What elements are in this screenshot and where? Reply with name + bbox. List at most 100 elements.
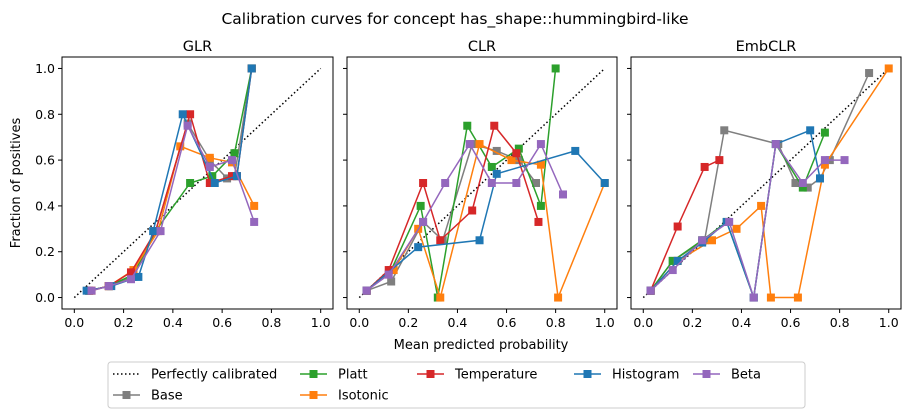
series-histogram bbox=[362, 146, 609, 295]
x-tick-label: 0.6 bbox=[212, 315, 232, 330]
marker-base bbox=[387, 277, 396, 286]
marker-beta bbox=[820, 156, 829, 165]
x-tick-label: 0.8 bbox=[261, 315, 281, 330]
marker-histogram bbox=[600, 179, 609, 187]
marker-temperature bbox=[419, 179, 428, 187]
marker-histogram bbox=[673, 256, 682, 265]
series-beta bbox=[646, 140, 849, 302]
x-tick-label: 1.0 bbox=[879, 315, 899, 330]
series-line-isotonic bbox=[91, 145, 255, 292]
series-line-histogram bbox=[366, 150, 606, 292]
series-line-platt bbox=[366, 68, 557, 298]
series-line-histogram bbox=[86, 68, 253, 292]
panels-group: 0.0 0.0 0.2 0.2 0.4 0.4 0.6 0.6 0.8 0.8 1.0 1.0 GLR 0… bbox=[35, 39, 902, 330]
marker-beta bbox=[126, 275, 135, 284]
marker-temperature bbox=[534, 217, 543, 226]
marker-beta bbox=[840, 156, 849, 165]
legend-label: Temperature bbox=[454, 368, 537, 383]
x-tick-label: 0.0 bbox=[64, 315, 84, 330]
marker-isotonic bbox=[820, 160, 829, 169]
marker-isotonic bbox=[554, 293, 563, 302]
marker-isotonic bbox=[732, 224, 741, 233]
marker-beta bbox=[698, 236, 707, 245]
marker-beta bbox=[156, 227, 165, 236]
marker-beta bbox=[205, 162, 214, 171]
legend-swatch-marker bbox=[583, 370, 592, 378]
y-tick-label: 1.0 bbox=[35, 61, 55, 76]
marker-platt bbox=[536, 201, 545, 210]
x-tick-label: 1.0 bbox=[311, 315, 331, 330]
axes-frame bbox=[346, 56, 618, 310]
x-tick-label: 0.4 bbox=[448, 315, 468, 330]
marker-base bbox=[791, 179, 800, 187]
marker-temperature bbox=[384, 266, 393, 275]
marker-isotonic bbox=[793, 293, 802, 302]
marker-beta bbox=[512, 179, 521, 187]
marker-temperature bbox=[490, 121, 499, 130]
panel-title: CLR bbox=[468, 39, 496, 55]
series-platt bbox=[362, 64, 560, 302]
y-axis-label: Fraction of positives bbox=[9, 118, 24, 249]
marker-histogram bbox=[247, 64, 256, 73]
x-tick-label: 0.6 bbox=[781, 315, 801, 330]
marker-temperature bbox=[186, 110, 195, 119]
marker-platt bbox=[230, 149, 239, 158]
marker-beta bbox=[798, 179, 807, 187]
marker-beta bbox=[227, 156, 236, 165]
series-isotonic bbox=[87, 142, 259, 295]
legend-item-temperature: Temperature bbox=[417, 368, 537, 383]
marker-beta bbox=[87, 286, 96, 295]
x-tick-label: 0.4 bbox=[163, 315, 183, 330]
chart-title: Calibration curves for concept has_shape… bbox=[221, 10, 688, 29]
marker-beta bbox=[536, 140, 545, 149]
marker-beta bbox=[183, 121, 192, 130]
marker-histogram bbox=[806, 126, 815, 135]
x-tick-label: 0.8 bbox=[830, 315, 850, 330]
series-beta bbox=[362, 140, 567, 295]
marker-platt bbox=[798, 183, 807, 192]
marker-base bbox=[532, 179, 540, 187]
marker-beta bbox=[487, 179, 496, 187]
x-tick-label: 0.2 bbox=[682, 315, 702, 330]
legend-label: Isotonic bbox=[338, 389, 389, 404]
marker-beta bbox=[362, 286, 371, 295]
marker-histogram bbox=[210, 179, 219, 187]
legend-swatch-marker bbox=[309, 391, 318, 399]
panel-clr: 0.0 0.2 0.4 0.6 0.8 1.0 CLR bbox=[343, 39, 618, 330]
axes-frame bbox=[630, 56, 902, 310]
marker-beta bbox=[250, 217, 259, 226]
legend-item-beta: Beta bbox=[693, 368, 761, 383]
legend-item-base: Base bbox=[113, 389, 183, 404]
marker-isotonic bbox=[757, 201, 766, 210]
marker-beta bbox=[749, 293, 758, 302]
marker-platt bbox=[186, 179, 195, 187]
series-histogram bbox=[646, 126, 824, 302]
marker-temperature bbox=[468, 206, 477, 215]
marker-temperature bbox=[673, 222, 682, 231]
x-tick-label: 0.8 bbox=[546, 315, 566, 330]
marker-base bbox=[492, 146, 501, 155]
y-tick-label: 0.0 bbox=[35, 290, 55, 305]
marker-base bbox=[720, 126, 729, 135]
axes-frame bbox=[61, 56, 334, 310]
marker-temperature bbox=[715, 156, 724, 165]
marker-isotonic bbox=[536, 160, 545, 169]
y-tick-label: 0.8 bbox=[35, 107, 55, 122]
series-temperature bbox=[85, 64, 256, 295]
series-line-isotonic bbox=[366, 143, 606, 301]
panel-title: GLR bbox=[183, 39, 212, 55]
legend-item-isotonic: Isotonic bbox=[300, 389, 389, 404]
marker-isotonic bbox=[205, 153, 214, 162]
marker-base bbox=[803, 183, 812, 192]
marker-platt bbox=[416, 201, 425, 210]
marker-platt bbox=[551, 64, 560, 73]
panel-title: EmbCLR bbox=[736, 39, 797, 55]
series-line-temperature bbox=[649, 159, 720, 291]
x-tick-label: 0.2 bbox=[398, 315, 418, 330]
marker-beta bbox=[104, 282, 113, 291]
x-axis-label: Mean predicted probability bbox=[394, 338, 569, 353]
x-tick-label: 0.6 bbox=[497, 315, 517, 330]
marker-histogram bbox=[178, 110, 187, 119]
marker-isotonic bbox=[708, 236, 716, 245]
